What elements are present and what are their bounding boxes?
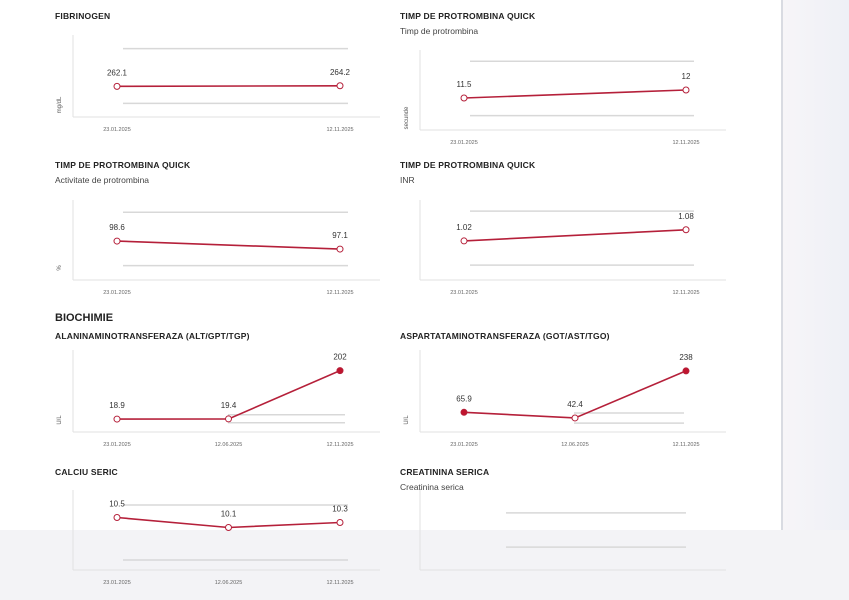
chart-title: ASPARTATAMINOTRANSFERAZA (GOT/AST/TGO): [400, 331, 610, 341]
series-line: [116, 84, 341, 88]
chart-title: TIMP DE PROTROMBINA QUICK: [55, 160, 191, 170]
y-axis-label: U/L: [404, 415, 410, 425]
data-point[interactable]: [336, 82, 344, 90]
data-point[interactable]: [113, 415, 121, 423]
data-label: 10.5: [109, 500, 125, 509]
chart-title: ALANINAMINOTRANSFERAZA (ALT/GPT/TGP): [55, 331, 250, 341]
data-label: 19.4: [221, 401, 237, 410]
viewer-background: [783, 0, 849, 530]
data-point[interactable]: [460, 408, 468, 416]
x-tick-label: 12.06.2025: [215, 442, 243, 448]
data-point[interactable]: [336, 245, 344, 253]
chart-title: TIMP DE PROTROMBINA QUICK: [400, 11, 536, 21]
data-point[interactable]: [225, 415, 232, 423]
data-label: 262.1: [107, 68, 128, 77]
chart-title: CALCIU SERIC: [55, 467, 118, 477]
y-axis-label: secunde: [404, 106, 410, 129]
chart-title: CREATININA SERICA: [400, 467, 490, 477]
chart-subtitle: Creatinina serica: [400, 482, 464, 492]
data-point[interactable]: [682, 86, 690, 94]
y-axis-label: mg/dL: [57, 96, 63, 113]
data-label: 97.1: [332, 231, 348, 240]
data-label: 98.6: [109, 223, 125, 232]
data-label: 202: [333, 353, 347, 362]
data-label: 11.5: [457, 80, 473, 89]
x-tick-label: 12.11.2025: [672, 442, 699, 448]
data-label: 65.9: [456, 394, 472, 403]
x-tick-label: 23.01.2025: [103, 127, 131, 133]
chart-title: FIBRINOGEN: [55, 11, 111, 21]
x-tick-label: 12.06.2025: [561, 442, 589, 448]
x-tick-label: 12.11.2025: [326, 290, 353, 296]
data-label: 1.08: [678, 212, 694, 221]
series-line: [463, 89, 687, 99]
x-tick-label: 23.01.2025: [450, 140, 478, 146]
data-point[interactable]: [571, 414, 579, 422]
chart-subtitle: Activitate de protrombina: [55, 175, 150, 185]
data-label: 42.4: [567, 400, 583, 409]
x-tick-label: 12.11.2025: [326, 127, 353, 133]
data-point[interactable]: [460, 237, 468, 245]
series-line: [116, 240, 341, 250]
data-point[interactable]: [113, 237, 121, 245]
data-label: 238: [679, 353, 693, 362]
data-point[interactable]: [113, 82, 121, 90]
data-point[interactable]: [682, 367, 690, 375]
data-label: 1.02: [456, 223, 472, 232]
data-point[interactable]: [460, 94, 468, 102]
x-tick-label: 23.01.2025: [103, 442, 131, 448]
data-label: 10.1: [221, 510, 237, 519]
x-tick-label: 23.01.2025: [103, 290, 131, 296]
data-label: 18.9: [109, 401, 125, 410]
data-point[interactable]: [113, 514, 121, 521]
x-tick-label: 23.01.2025: [450, 442, 478, 448]
data-label: 264.2: [330, 68, 351, 77]
x-tick-label: 12.11.2025: [326, 442, 353, 448]
chart-subtitle: INR: [400, 175, 415, 185]
x-tick-label: 12.11.2025: [672, 290, 699, 296]
section-heading-biochimie: BIOCHIMIE: [55, 312, 114, 324]
y-axis-label: %: [57, 265, 63, 271]
chart-title: TIMP DE PROTROMBINA QUICK: [400, 160, 536, 170]
series-line: [463, 228, 687, 242]
x-tick-label: 12.11.2025: [672, 140, 699, 146]
data-label: 10.3: [332, 505, 348, 514]
chart-subtitle: Timp de protrombina: [400, 26, 479, 36]
data-label: 12: [682, 72, 691, 81]
data-point[interactable]: [682, 226, 690, 234]
data-point[interactable]: [336, 367, 344, 375]
x-tick-label: 23.01.2025: [450, 290, 478, 296]
data-point[interactable]: [336, 519, 344, 526]
y-axis-label: U/L: [57, 415, 63, 425]
